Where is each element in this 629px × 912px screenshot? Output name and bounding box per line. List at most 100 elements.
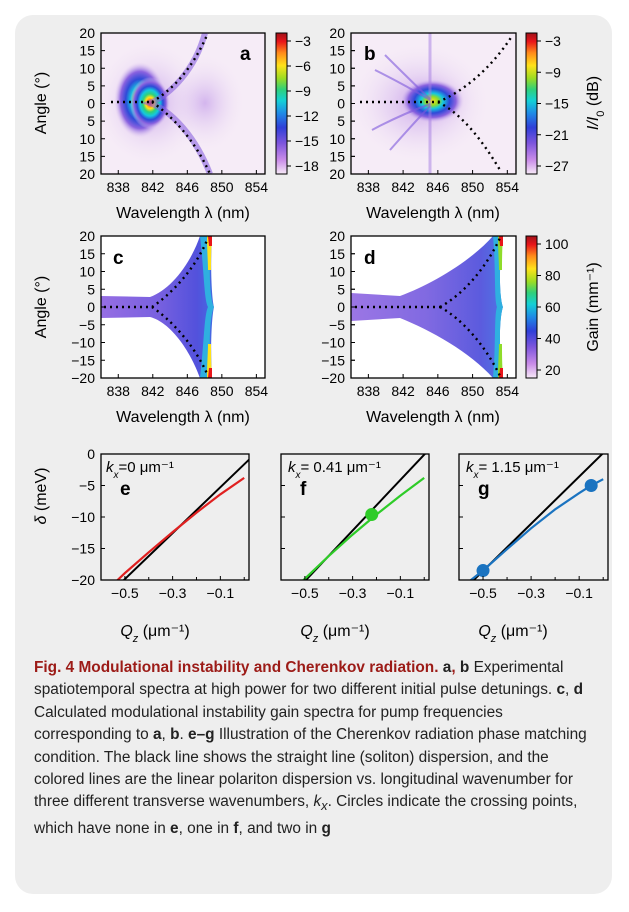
panel-f-label: f: [300, 479, 307, 500]
colorbar-cd-ticklabel: 20: [545, 362, 561, 378]
panel-b-y-ticklabel: 10: [329, 131, 345, 147]
colorbar-a-ticklabel: −12: [295, 108, 319, 124]
panel-b-y-ticklabel: 20: [329, 25, 345, 41]
panel-b-y-ticklabel: 0: [337, 96, 345, 112]
colorbar-cd-ticklabel: 60: [545, 299, 561, 315]
panel-e-yticklabel: 0: [87, 446, 95, 462]
panel-a-xticklabel: 846: [176, 179, 200, 195]
panel-g-label: g: [478, 479, 490, 500]
panel-d-xticklabel: 850: [461, 383, 485, 399]
panel-f-xticklabel: −0.5: [291, 585, 319, 601]
panel-c-y-ticklabel: 15: [79, 246, 95, 262]
panel-c-y-ticklabel: −20: [71, 370, 95, 386]
panel-c-y-ticklabel: −5: [79, 317, 95, 333]
colorbar-a-ticklabel: −6: [295, 58, 311, 74]
panel-a-xticklabel: 854: [245, 179, 269, 195]
panel-b-xticklabel: 854: [496, 179, 520, 195]
panel-a-y-ticklabel: 10: [79, 60, 95, 76]
panel-e-label: e: [120, 479, 131, 500]
panel-c-xlabel: Wavelength λ (nm): [116, 409, 250, 426]
panel-a-y-ticklabel: 20: [79, 25, 95, 41]
panel-a-y-ticklabel: 0: [87, 96, 95, 112]
panel-d-xlabel: Wavelength λ (nm): [366, 409, 500, 426]
panel-a-xticklabel: 842: [141, 179, 165, 195]
tick-labels: 838 842 846 850 854 838 842 846 850 854 838 842 846 8…: [71, 25, 569, 399]
caption-ref-f: f: [233, 819, 239, 837]
panel-a-xticklabel: 850: [210, 179, 234, 195]
panel-b-xticklabel: 850: [461, 179, 485, 195]
panel-b-y-ticklabel: 10: [329, 60, 345, 76]
panel-c-y-ticklabel: 10: [79, 264, 95, 280]
colorbar-cd-ticklabel: 40: [545, 331, 561, 347]
panel-f-kx: kx= 0.41 μm⁻¹: [288, 459, 381, 481]
panel-c: c: [100, 235, 266, 379]
panel-b-y-ticklabel: 15: [329, 148, 345, 164]
colorbar-b-ticklabel: −3: [545, 33, 561, 49]
panel-d-y-ticklabel: 10: [329, 264, 345, 280]
panel-d-y-ticklabel: −20: [321, 370, 345, 386]
panel-g-crossing-point: [476, 564, 490, 578]
panel-d-y-ticklabel: −15: [321, 352, 345, 368]
colorbar-b-ticklabel: −9: [545, 64, 561, 80]
panel-c-label: c: [113, 248, 124, 269]
panel-d-y-ticklabel: −5: [329, 317, 345, 333]
colorbar-b-ticklabel: −15: [545, 96, 569, 112]
caption-ref-e: e: [170, 819, 179, 837]
caption-text-2: Calculated modulational instability gain…: [34, 703, 503, 744]
panel-e-yticklabel: −15: [71, 541, 95, 557]
colorbar-cd-ticklabel: 100: [545, 236, 569, 252]
panel-e-xticklabel: −0.3: [159, 585, 187, 601]
panel-e-plot: −0.5 −0.3 −0.1: [100, 453, 250, 601]
panel-d-xticklabel: 846: [426, 383, 450, 399]
panel-f-plot: −0.5 −0.3 −0.1: [280, 453, 430, 601]
panel-b-y-ticklabel: 20: [329, 166, 345, 182]
panel-g-crossing-point: [584, 479, 598, 492]
caption-title: Fig. 4 Modulational instability and Cher…: [34, 659, 439, 676]
colorbar-a-ticklabel: −9: [295, 83, 311, 99]
panel-d-label: d: [364, 248, 376, 269]
colorbar-cd: [525, 235, 538, 379]
panel-g-plot: −0.5 −0.3 −0.1: [458, 453, 609, 601]
panel-d-y-ticklabel: 15: [329, 246, 345, 262]
panel-c-gain: [101, 236, 265, 378]
caption-ref-g: g: [321, 819, 331, 837]
panel-b-xlabel: Wavelength λ (nm): [366, 205, 500, 222]
panel-d-y-ticklabel: 20: [329, 228, 345, 244]
panel-d-y-ticklabel: 5: [337, 281, 345, 297]
panel-a-xlabel: Wavelength λ (nm): [116, 205, 250, 222]
caption-sep-4: .: [179, 726, 189, 744]
panel-g-xlabel: Qz (μm⁻¹): [478, 623, 547, 645]
colorbar-cd-ticklabel: 80: [545, 268, 561, 284]
panel-a-y-ticklabel: 10: [79, 131, 95, 147]
panel-d-xticklabel: 842: [391, 383, 415, 399]
panel-f-xlabel: Qz (μm⁻¹): [300, 623, 369, 645]
panel-b-xticklabel: 846: [426, 179, 450, 195]
panel-a-y-ticklabel: 20: [79, 166, 95, 182]
figure-caption: Fig. 4 Modulational instability and Cher…: [34, 657, 600, 840]
panel-a-ylabel: Angle (°): [33, 72, 50, 134]
caption-sep-2: ,: [565, 681, 574, 699]
panel-e-xticklabel: −0.5: [111, 585, 139, 601]
panel-b-y-ticklabel: 5: [337, 78, 345, 94]
panel-c-xticklabel: 854: [245, 383, 269, 399]
panel-a-label: a: [240, 44, 251, 65]
panel-c-xticklabel: 838: [107, 383, 131, 399]
panel-a-xticklabel: 838: [107, 179, 131, 195]
caption-sep-3: ,: [161, 726, 171, 744]
panel-c-y-ticklabel: 5: [87, 281, 95, 297]
panel-g-xticklabel: −0.3: [517, 585, 545, 601]
panel-e-polariton-curve: [116, 476, 245, 580]
caption-ref-a2: a: [152, 726, 162, 744]
panel-b-y-ticklabel: 15: [329, 43, 345, 59]
colorbar-a-ticklabel: −18: [295, 158, 319, 174]
panel-a: a: [100, 32, 266, 175]
panel-c-xticklabel: 842: [141, 383, 165, 399]
panel-d: d: [350, 235, 517, 379]
panel-b: b: [350, 32, 517, 175]
panel-c-xticklabel: 850: [210, 383, 234, 399]
caption-kx-sub: x: [321, 798, 328, 814]
colorbar-a-ticklabel: −15: [295, 133, 319, 149]
colorbar-a: [275, 32, 288, 175]
panel-c-y-ticklabel: −10: [71, 335, 95, 351]
panel-e-lines: [116, 458, 249, 580]
